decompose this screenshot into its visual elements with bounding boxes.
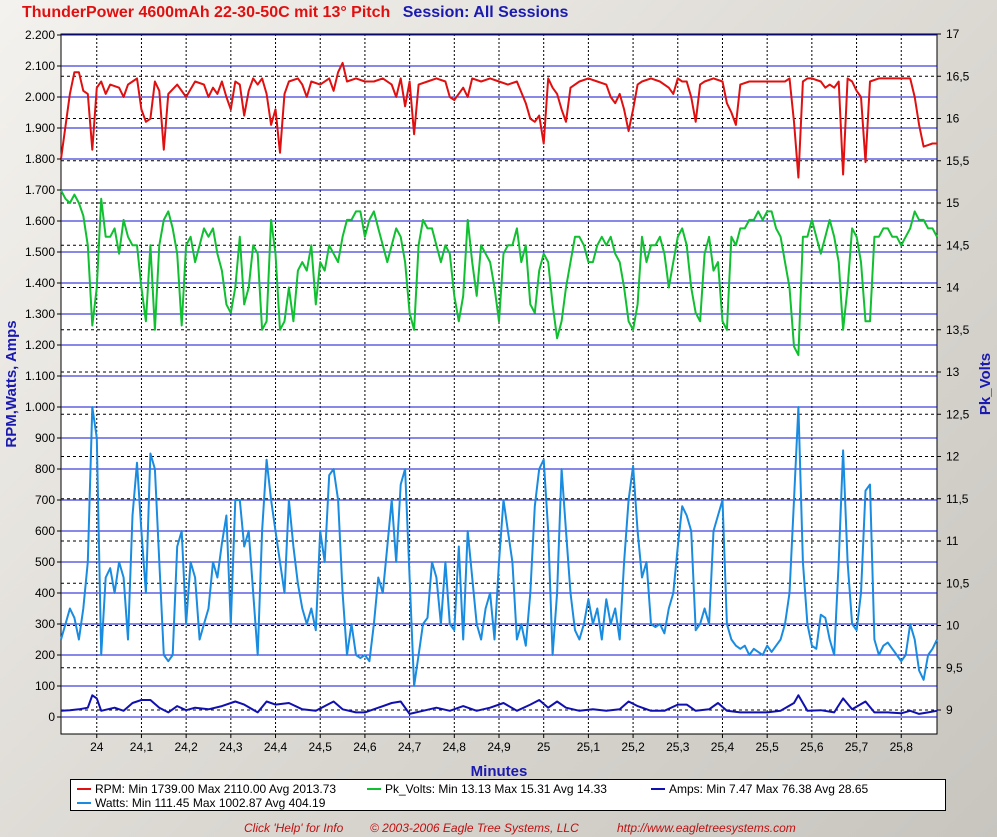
x-tick-label: 24,9	[487, 740, 511, 754]
axes: 24 24,1 24,2 24,3 24,4 24,5 24,6 24,7 24,8 24,9 25…	[25, 27, 970, 754]
telemetry-chart: 24 24,1 24,2 24,3 24,4 24,5 24,6 24,7 24,8 24,9 25…	[3, 27, 994, 780]
right-tick-label: 16,5	[946, 69, 970, 83]
grid	[61, 33, 937, 734]
right-tick-label: 12	[946, 450, 960, 464]
left-tick-label: 1.700	[25, 183, 55, 197]
right-tick-label: 10	[946, 619, 960, 633]
left-tick-label: 1.800	[25, 152, 55, 166]
left-tick-label: 1.900	[25, 121, 55, 135]
left-tick-label: 800	[35, 462, 55, 476]
right-tick-label: 16	[946, 112, 960, 126]
left-tick-label: 2.200	[25, 28, 55, 42]
x-tick-label: 25,6	[800, 740, 824, 754]
x-tick-label: 24	[90, 740, 104, 754]
x-tick-label: 24,1	[130, 740, 154, 754]
session-label: Session: All Sessions	[402, 4, 569, 21]
left-tick-label: 1.300	[25, 307, 55, 321]
right-tick-label: 11,5	[946, 492, 969, 506]
x-tick-label: 25,1	[577, 740, 601, 754]
legend-text-watts: Watts: Min 111.45 Max 1002.87 Avg 404.19	[95, 796, 326, 810]
legend-swatch-watts	[77, 802, 91, 804]
left-tick-label: 200	[35, 648, 55, 662]
legend-item-rpm: RPM: Min 1739.00 Max 2110.00 Avg 2013.73	[77, 782, 336, 796]
x-tick-label: 25,3	[666, 740, 690, 754]
series-watts-line	[60, 406, 938, 687]
legend: RPM: Min 1739.00 Max 2110.00 Avg 2013.73…	[70, 779, 946, 811]
left-tick-label: 300	[35, 617, 55, 631]
x-tick-label: 25,2	[621, 740, 645, 754]
y-axis-right-label: Pk_Volts	[977, 353, 994, 415]
left-tick-label: 1.000	[25, 400, 55, 414]
chart-header: ThunderPower 4600mAh 22-30-50C mit 13° P…	[22, 4, 568, 22]
left-tick-label: 700	[35, 493, 55, 507]
right-tick-label: 9	[946, 703, 953, 717]
right-tick-label: 14,5	[946, 238, 970, 252]
right-tick-label: 13,5	[946, 323, 970, 337]
x-tick-label: 25,7	[845, 740, 869, 754]
right-tick-label: 15	[946, 196, 960, 210]
left-tick-label: 2.100	[25, 59, 55, 73]
footer-url[interactable]: http://www.eagletreesystems.com	[617, 821, 796, 835]
right-tick-label: 10,5	[946, 576, 970, 590]
legend-swatch-rpm	[77, 788, 91, 790]
x-tick-label: 24,6	[353, 740, 377, 754]
left-tick-label: 0	[48, 710, 55, 724]
right-tick-label: 14	[946, 281, 960, 295]
series-pk-volts-line	[60, 189, 938, 357]
x-tick-label: 25,4	[711, 740, 735, 754]
legend-text-rpm: RPM: Min 1739.00 Max 2110.00 Avg 2013.73	[95, 782, 337, 796]
left-tick-label: 600	[35, 524, 55, 538]
series	[60, 61, 938, 715]
legend-item-pk-volts: Pk_Volts: Min 13.13 Max 15.31 Avg 14.33	[367, 782, 607, 796]
left-tick-label: 1.400	[25, 276, 55, 290]
right-tick-label: 15,5	[946, 154, 970, 168]
x-tick-label: 25,8	[890, 740, 914, 754]
left-tick-label: 1.200	[25, 338, 55, 352]
x-tick-label: 25	[537, 740, 551, 754]
footer-copyright: © 2003-2006 Eagle Tree Systems, LLC	[370, 821, 579, 835]
y-axis-left-label: RPM,Watts, Amps	[3, 320, 20, 447]
legend-text-amps: Amps: Min 7.47 Max 76.38 Avg 28.65	[669, 782, 869, 796]
series-rpm-line	[60, 61, 937, 179]
legend-item-amps: Amps: Min 7.47 Max 76.38 Avg 28.65	[651, 782, 868, 796]
left-tick-label: 1.600	[25, 214, 55, 228]
left-tick-label: 1.500	[25, 245, 55, 259]
x-tick-label: 24,7	[398, 740, 422, 754]
legend-item-watts: Watts: Min 111.45 Max 1002.87 Avg 404.19	[77, 796, 325, 810]
right-tick-label: 13	[946, 365, 960, 379]
x-tick-label: 25,5	[755, 740, 779, 754]
left-tick-label: 1.100	[25, 369, 55, 383]
x-tick-label: 24,3	[219, 740, 243, 754]
x-tick-label: 24,2	[174, 740, 198, 754]
legend-text-pk-volts: Pk_Volts: Min 13.13 Max 15.31 Avg 14.33	[385, 782, 607, 796]
left-tick-label: 2.000	[25, 90, 55, 104]
left-tick-label: 400	[35, 586, 55, 600]
x-tick-label: 24,4	[264, 740, 288, 754]
footer-help: Click 'Help' for Info	[244, 821, 344, 835]
right-tick-label: 9,5	[946, 661, 963, 675]
legend-swatch-pk-volts	[367, 788, 381, 790]
right-tick-label: 12,5	[946, 407, 970, 421]
right-tick-label: 11	[946, 534, 959, 548]
right-tick-label: 17	[946, 27, 960, 41]
series-amps-line	[60, 694, 938, 715]
x-tick-label: 24,8	[443, 740, 467, 754]
left-tick-label: 500	[35, 555, 55, 569]
x-axis-label: Minutes	[471, 763, 528, 780]
x-tick-label: 24,5	[309, 740, 333, 754]
left-tick-label: 900	[35, 431, 55, 445]
legend-swatch-amps	[651, 788, 665, 790]
chart-title: ThunderPower 4600mAh 22-30-50C mit 13° P…	[22, 4, 391, 21]
left-tick-label: 100	[35, 679, 55, 693]
